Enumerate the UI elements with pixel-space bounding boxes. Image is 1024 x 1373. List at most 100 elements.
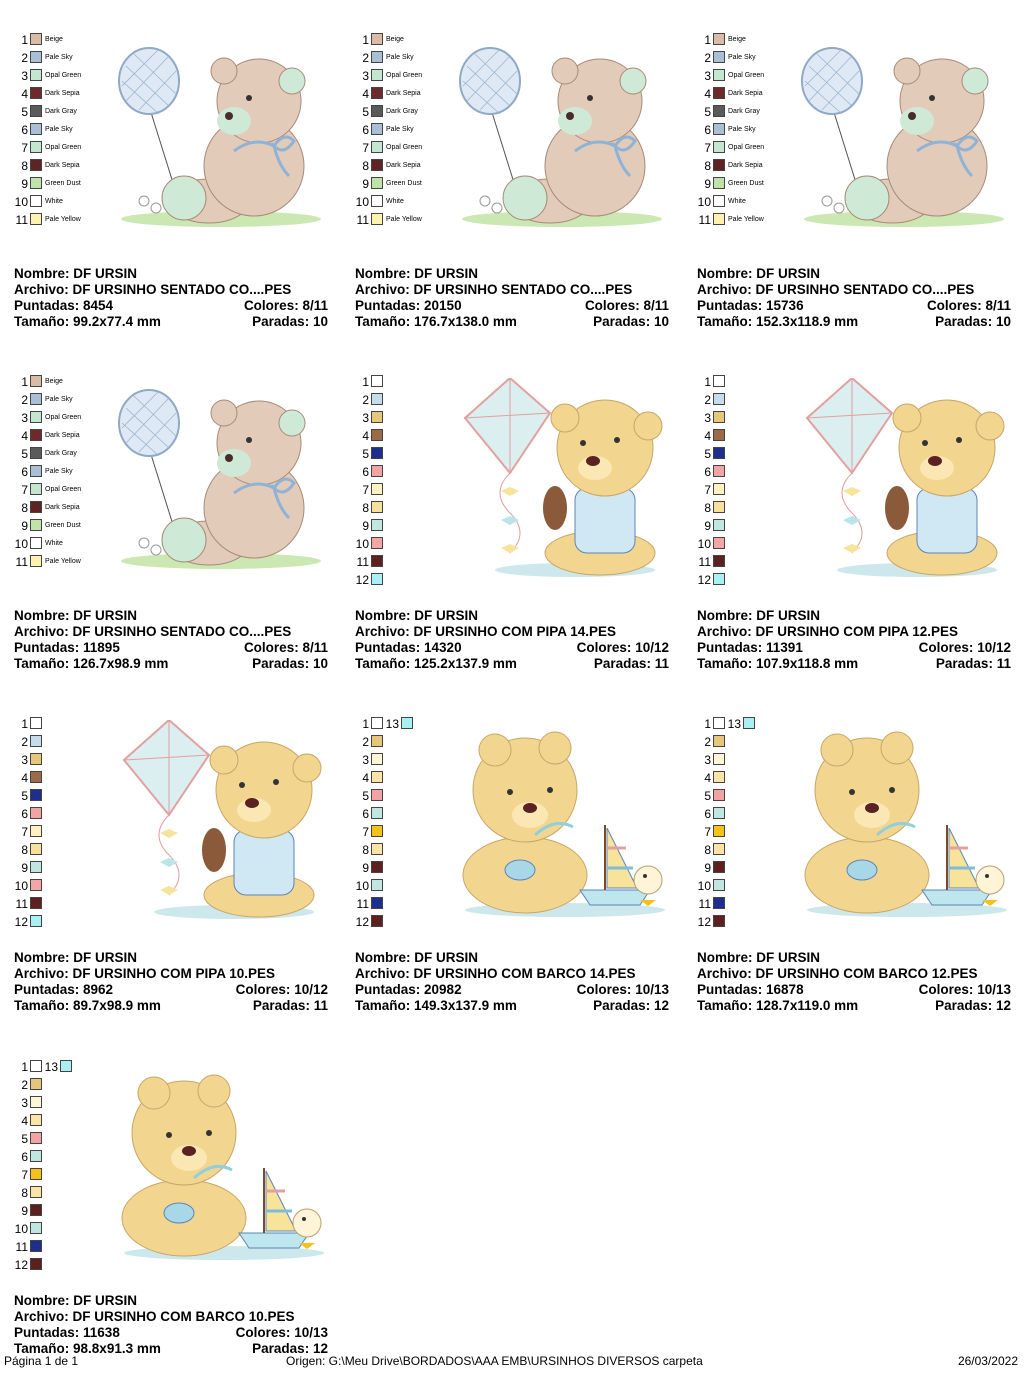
color-index: 11 xyxy=(356,213,369,227)
color-count: 8/11 xyxy=(985,298,1011,313)
color-swatch xyxy=(713,879,725,891)
color-index: 8 xyxy=(704,159,711,173)
size-row: Tamaño: 107.9x118.8 mm Paradas: 11 xyxy=(697,656,1011,672)
color-index: 4 xyxy=(704,429,711,443)
stop-count: 10 xyxy=(312,656,328,671)
file-name: DF URSINHO COM PIPA 10.PES xyxy=(72,966,276,981)
color-index: 5 xyxy=(21,105,28,119)
size-label: Tamaño: xyxy=(14,1341,70,1356)
color-swatch xyxy=(30,843,42,855)
bear-kite-embroidery-preview xyxy=(114,718,329,920)
color-swatch xyxy=(371,573,383,585)
color-index: 9 xyxy=(21,1204,28,1218)
file-row: Archivo: DF URSINHO SENTADO CO....PES xyxy=(14,282,328,298)
color-name: Beige xyxy=(728,36,746,43)
stitches-label: Puntadas: xyxy=(697,640,763,655)
color-index: 8 xyxy=(704,843,711,857)
size-row: Tamaño: 149.3x137.9 mm Paradas: 12 xyxy=(355,998,669,1014)
file-name: DF URSINHO COM BARCO 10.PES xyxy=(72,1309,295,1324)
color-index: 13 xyxy=(727,717,741,731)
size-row: Tamaño: 128.7x119.0 mm Paradas: 12 xyxy=(697,998,1011,1014)
stitches-label: Puntadas: xyxy=(14,982,80,997)
file-row: Archivo: DF URSINHO SENTADO CO....PES xyxy=(697,282,1011,298)
color-swatch xyxy=(30,123,42,135)
name-label: Nombre: xyxy=(697,950,753,965)
color-index: 7 xyxy=(362,825,369,839)
design-size: 126.7x98.9 mm xyxy=(73,656,169,671)
color-swatch xyxy=(30,1132,42,1144)
color-count: 10/12 xyxy=(977,640,1011,655)
color-count: 10/13 xyxy=(977,982,1011,997)
color-name: Opal Green xyxy=(386,144,423,151)
color-index: 8 xyxy=(21,501,28,515)
size-label: Tamaño: xyxy=(14,314,70,329)
color-swatch xyxy=(371,159,383,171)
color-name: White xyxy=(45,198,63,205)
color-index: 2 xyxy=(704,51,711,65)
file-name: DF URSINHO COM BARCO 12.PES xyxy=(755,966,978,981)
file-name: DF URSINHO COM PIPA 14.PES xyxy=(413,624,617,639)
color-swatch xyxy=(30,1186,42,1198)
size-label: Tamaño: xyxy=(355,656,411,671)
color-index: 4 xyxy=(362,87,369,101)
file-name: DF URSINHO SENTADO CO....PES xyxy=(413,282,633,297)
color-index: 3 xyxy=(21,753,28,767)
color-swatch xyxy=(30,177,42,189)
stops-label: Paradas: xyxy=(935,998,993,1013)
color-swatch xyxy=(713,501,725,513)
design-info: Nombre: DF URSIN Archivo: DF URSINHO SEN… xyxy=(355,266,669,330)
color-count: 10/13 xyxy=(635,982,669,997)
design-size: 107.9x118.8 mm xyxy=(756,656,859,671)
color-index: 13 xyxy=(44,1060,58,1074)
color-index: 4 xyxy=(362,771,369,785)
color-swatch xyxy=(30,501,42,513)
color-swatch xyxy=(713,69,725,81)
size-row: Tamaño: 98.8x91.3 mm Paradas: 12 xyxy=(14,1341,328,1357)
color-swatch xyxy=(713,735,725,747)
color-swatch xyxy=(30,717,42,729)
color-index: 11 xyxy=(698,555,711,569)
file-row: Archivo: DF URSINHO COM BARCO 10.PES xyxy=(14,1309,328,1325)
color-index: 6 xyxy=(21,123,28,137)
stitch-count: 11391 xyxy=(766,640,803,655)
design-size: 152.3x118.9 mm xyxy=(756,314,859,329)
colors-label: Colores: xyxy=(235,982,291,997)
color-swatch xyxy=(30,897,42,909)
color-name: Pale Sky xyxy=(728,126,756,133)
color-index: 9 xyxy=(21,519,28,533)
file-label: Archivo: xyxy=(355,282,410,297)
color-swatch xyxy=(713,141,725,153)
color-swatch xyxy=(713,447,725,459)
color-index: 10 xyxy=(355,195,369,209)
color-swatch xyxy=(713,771,725,783)
stops-label: Paradas: xyxy=(252,1341,310,1356)
color-swatch xyxy=(30,1150,42,1162)
stitch-count: 20150 xyxy=(424,298,462,313)
color-swatch xyxy=(30,429,42,441)
name-label: Nombre: xyxy=(355,950,411,965)
color-index: 7 xyxy=(362,141,369,155)
color-index: 3 xyxy=(21,411,28,425)
color-swatch xyxy=(713,825,725,837)
stitches-label: Puntadas: xyxy=(14,298,80,313)
stitches-row: Puntadas: 11895 Colores: 8/11 xyxy=(14,640,328,656)
color-swatch xyxy=(30,465,42,477)
file-label: Archivo: xyxy=(14,282,69,297)
bear-boat-embroidery-preview xyxy=(114,1063,329,1263)
color-swatch xyxy=(371,483,383,495)
color-index: 2 xyxy=(21,51,28,65)
design-card: 1 Beige 2 Pale Sky 3 Opal Green 4 Dark Sepia 5 Da… xyxy=(355,16,675,346)
size-row: Tamaño: 89.7x98.9 mm Paradas: 11 xyxy=(14,998,328,1014)
file-label: Archivo: xyxy=(697,282,752,297)
design-info: Nombre: DF URSIN Archivo: DF URSINHO SEN… xyxy=(697,266,1011,330)
color-index: 10 xyxy=(697,537,711,551)
color-swatch xyxy=(713,465,725,477)
color-swatch xyxy=(713,843,725,855)
color-swatch xyxy=(371,807,383,819)
design-info: Nombre: DF URSIN Archivo: DF URSINHO COM… xyxy=(14,950,328,1014)
design-size: 99.2x77.4 mm xyxy=(73,314,161,329)
stitches-label: Puntadas: xyxy=(14,640,80,655)
color-index: 2 xyxy=(704,735,711,749)
color-index: 12 xyxy=(14,1258,28,1272)
stop-count: 10 xyxy=(995,314,1011,329)
